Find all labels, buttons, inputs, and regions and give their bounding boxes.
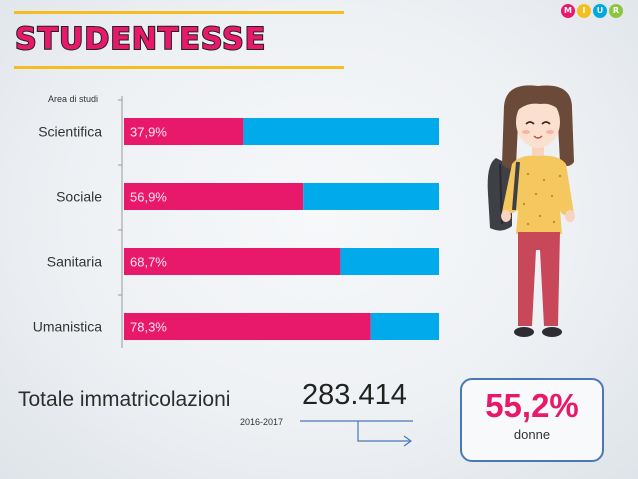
total-enrollments-label: Totale immatricolazioni bbox=[18, 388, 231, 411]
axis-label: Area di studi bbox=[48, 94, 98, 104]
bar-segment-pink bbox=[124, 248, 341, 275]
bar-segment-blue bbox=[370, 313, 439, 340]
women-percentage-box: 55,2% donne bbox=[460, 378, 604, 462]
bar-segment-blue bbox=[243, 118, 439, 145]
women-percentage-label: donne bbox=[513, 427, 551, 442]
miur-logo: M I U R bbox=[561, 4, 623, 18]
women-percentage-value: 55,2% bbox=[485, 387, 579, 424]
data-label: 37,9% bbox=[130, 125, 167, 140]
bar-segment-blue bbox=[303, 183, 439, 210]
arrow-connector bbox=[300, 420, 413, 447]
bar-segment-pink bbox=[124, 118, 244, 145]
category-label: Scientifica bbox=[38, 124, 102, 140]
header-bottom-line bbox=[14, 66, 344, 69]
total-enrollments-year: 2016-2017 bbox=[240, 417, 284, 427]
study-area-bar-chart: Area di studi Scientifica 37,9% Sociale 56,9… bbox=[33, 94, 439, 348]
student-girl-illustration bbox=[487, 85, 575, 337]
bar-segment-blue bbox=[340, 248, 439, 275]
logo-letter-i: I bbox=[577, 4, 591, 18]
page-title: Studentesse bbox=[14, 21, 267, 58]
logo-letter-u: U bbox=[593, 4, 607, 18]
bar-segment-pink bbox=[124, 313, 371, 340]
category-label: Umanistica bbox=[33, 319, 102, 335]
category-label: Sanitaria bbox=[47, 254, 102, 270]
data-label: 56,9% bbox=[130, 190, 167, 205]
category-label: Sociale bbox=[56, 189, 102, 205]
data-label: 78,3% bbox=[130, 320, 167, 335]
logo-letter-m: M bbox=[561, 4, 575, 18]
total-enrollments-value: 283.414 bbox=[302, 379, 407, 411]
logo-letter-r: R bbox=[609, 4, 623, 18]
header-top-line bbox=[14, 11, 344, 14]
bar-segment-pink bbox=[124, 183, 304, 210]
data-label: 68,7% bbox=[130, 255, 167, 270]
